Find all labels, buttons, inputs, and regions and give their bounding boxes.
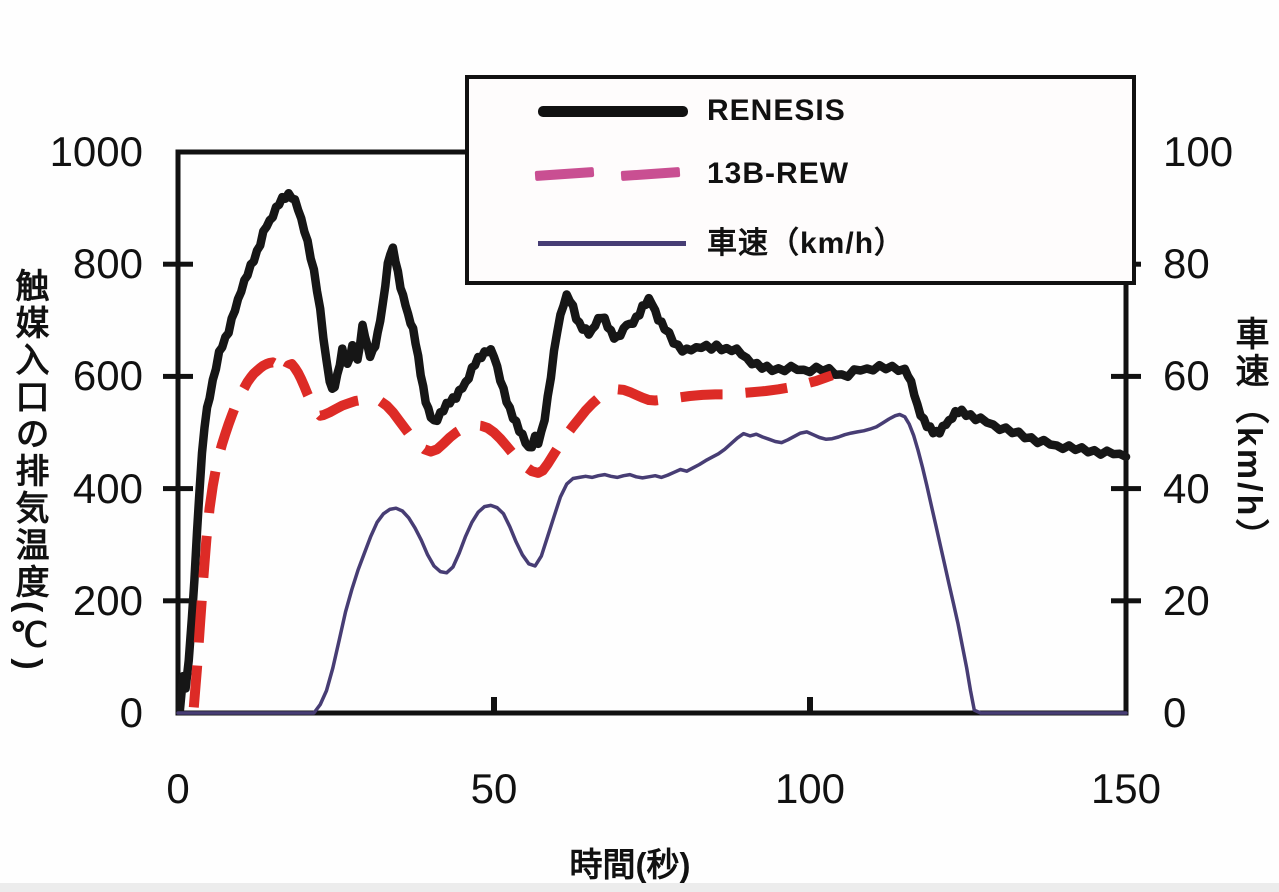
legend-dash-icon [620, 166, 681, 182]
legend-dash-icon [534, 166, 595, 182]
legend: RENESIS 13B-REW 車速（km/h） [465, 75, 1136, 285]
legend-label-13b-rew: 13B-REW [707, 157, 850, 190]
y-left-axis-tick [163, 486, 193, 492]
legend-label-renesis: RENESIS [707, 94, 846, 127]
x-axis-title: 時間(秒) [569, 846, 691, 883]
renesis-curve [175, 188, 1131, 715]
legend-label-speed: 車速（km/h） [707, 227, 906, 260]
y-axis-title-left: 触媒入口の排気温度(℃) [10, 268, 48, 673]
legend-swatch-13b-rew [534, 166, 695, 182]
legend-swatch-speed [538, 241, 686, 246]
y-right-axis-tick [1111, 373, 1141, 379]
y-right-axis-tick [1111, 598, 1141, 604]
legend-swatch-renesis [538, 106, 688, 117]
x-axis-tick [491, 697, 497, 713]
y-left-axis-tick [163, 261, 193, 267]
page-edge-strip [0, 883, 1279, 892]
y-left-axis-tick [163, 598, 193, 604]
y-axis-title-right: 車速（km/h） [1230, 316, 1268, 556]
x-axis-tick [807, 697, 813, 713]
y-right-axis-tick [1111, 486, 1141, 492]
speed-curve [176, 412, 1128, 715]
y-left-axis-tick [163, 373, 193, 379]
rew-13b-curve [188, 357, 834, 708]
